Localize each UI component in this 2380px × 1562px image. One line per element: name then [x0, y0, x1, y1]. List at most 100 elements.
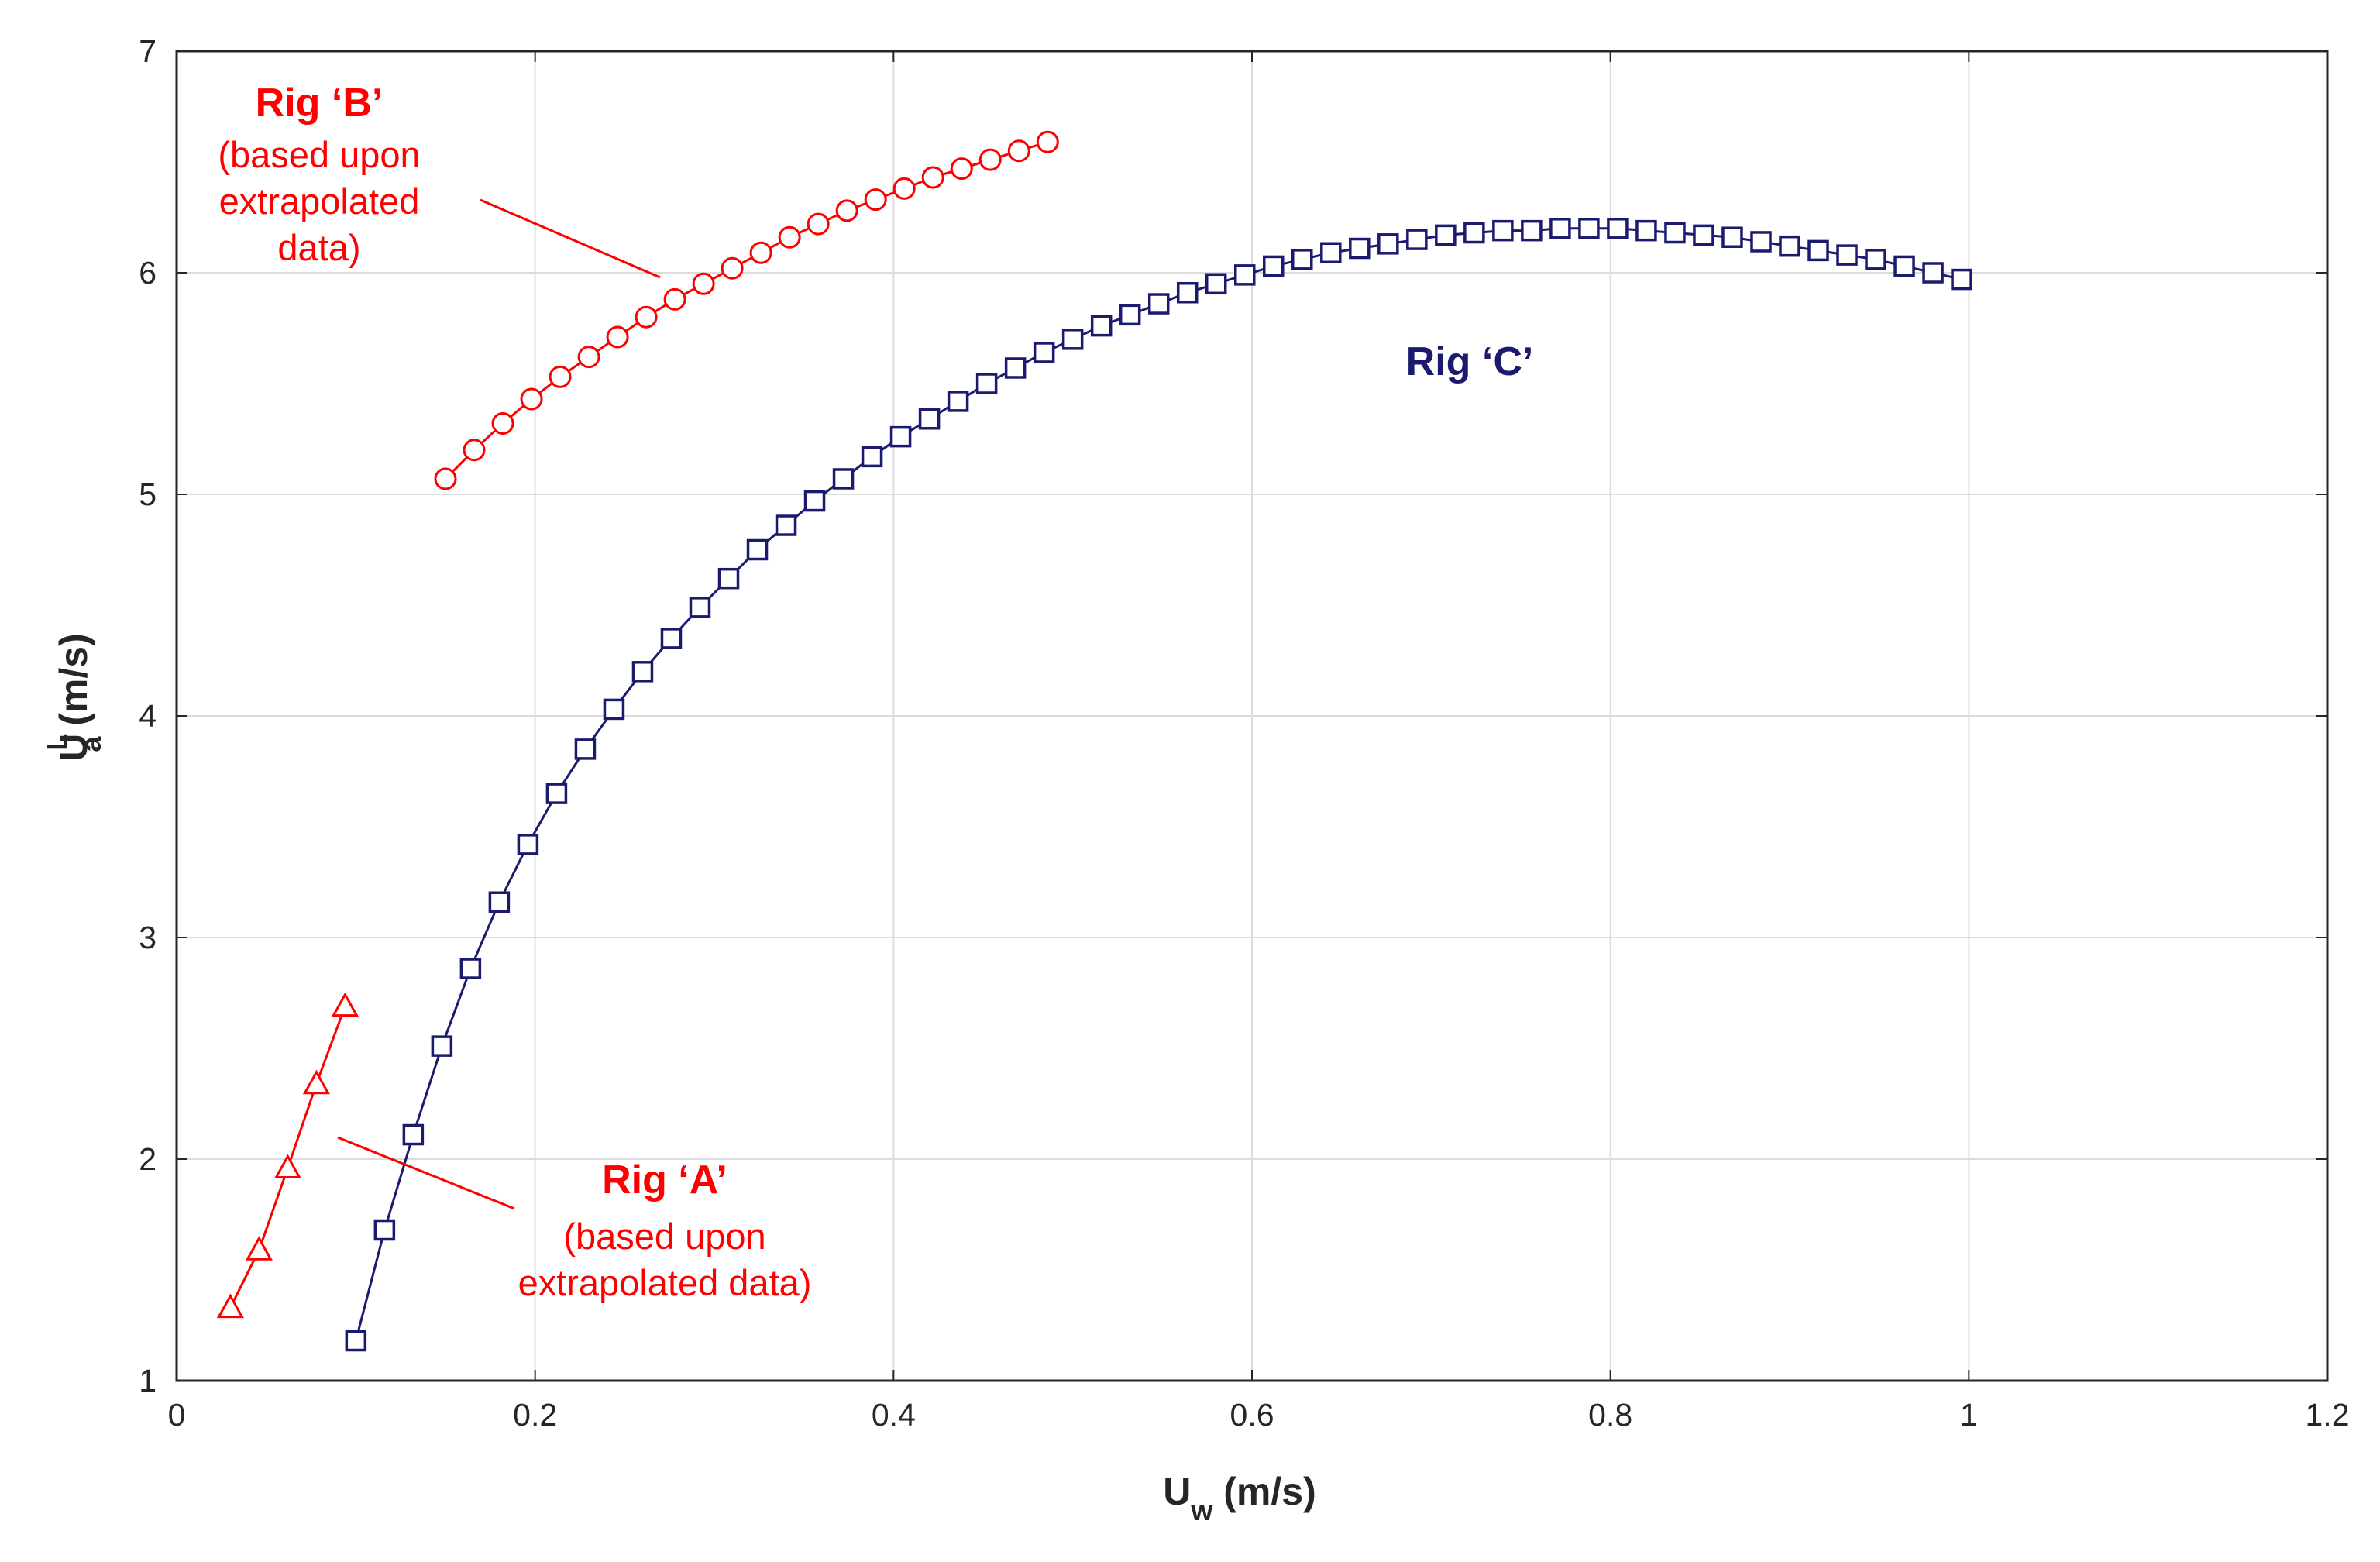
rig-c-point [1865, 249, 1886, 270]
y-axis-label-sup: L [41, 734, 73, 751]
rig-a-point [302, 1069, 330, 1095]
rig-c-point [717, 567, 740, 590]
rig-c-point [1750, 231, 1772, 253]
x-tick-label: 0.6 [1230, 1397, 1274, 1433]
rig-b-title: Rig ‘B’ [256, 81, 383, 126]
rig-c-point [861, 446, 883, 468]
rig-b-point [950, 157, 973, 181]
rig-c-point [1635, 219, 1657, 242]
rig-c-point [1233, 264, 1256, 286]
rig-b-line-3: data) [277, 227, 360, 268]
x-axis-label-unit: (m/s) [1212, 1470, 1316, 1513]
rig-c-point [488, 891, 511, 913]
y-tick-label: 3 [139, 920, 156, 955]
rig-c-point [1004, 357, 1027, 379]
rig-c-point [459, 958, 482, 979]
rig-c-point [1205, 273, 1227, 295]
y-axis-label-sub: a [75, 736, 107, 752]
rig-c-point [1807, 239, 1829, 262]
rig-c-point [431, 1035, 453, 1057]
rig-c-point [1521, 219, 1543, 242]
rig-c-point [603, 698, 625, 721]
rig-c-point [889, 425, 912, 448]
rig-c-point [1893, 255, 1915, 277]
series-rig-a [216, 992, 359, 1319]
x-axis-label-sub: w [1190, 1495, 1213, 1526]
rig-c-point [545, 783, 568, 804]
annotation-rig-c: Rig ‘C’ [1406, 339, 1534, 384]
rig-b-point [577, 346, 600, 369]
rig-b-point [520, 387, 543, 411]
rig-c-point [1922, 262, 1944, 284]
rig-c-point [1607, 218, 1629, 239]
rig-c-point [1090, 315, 1113, 337]
rig-a-line-2: extrapolated data) [518, 1262, 812, 1303]
data-series [216, 130, 1972, 1352]
x-tick-label: 0.4 [872, 1397, 916, 1433]
rig-c-point [947, 390, 969, 412]
rig-a-point [216, 1293, 244, 1319]
rig-c-point [689, 597, 711, 618]
rig-c-point [345, 1330, 367, 1352]
rig-c-point [1779, 235, 1800, 257]
rig-c-point [803, 490, 826, 512]
rig-b-point [663, 287, 686, 311]
rig-b-point [1036, 130, 1059, 153]
rig-b-point [892, 177, 916, 200]
rig-a-line-1: (based upon [563, 1216, 765, 1257]
rig-c-line [354, 227, 1962, 1341]
series-rig-b [434, 130, 1059, 490]
y-tick-label: 1 [139, 1363, 156, 1399]
rig-b-point [778, 225, 801, 249]
rig-c-point [1463, 222, 1485, 244]
rig-c-point [1263, 255, 1285, 277]
rig-a-title: Rig ‘A’ [602, 1158, 727, 1202]
rig-c-point [1147, 293, 1170, 315]
rig-c-point [775, 514, 797, 536]
rig-c-point [1693, 224, 1714, 246]
annotation-rig-b: Rig ‘B’ (based upon extrapolated data) [218, 81, 661, 279]
y-axis-label-unit: (m/s) [52, 633, 95, 736]
y-tick-label: 2 [139, 1141, 156, 1177]
rig-c-point [1951, 268, 1972, 291]
rig-c-point [574, 738, 597, 760]
rig-c-point [1435, 224, 1457, 246]
rig-c-point [1664, 222, 1686, 244]
annotation-rig-a: Rig ‘A’ (based upon extrapolated data) [337, 1136, 812, 1303]
rig-c-point [1721, 226, 1743, 248]
rig-b-leader-line [480, 198, 661, 279]
rig-c-point [746, 538, 769, 561]
x-tick-label: 0.2 [513, 1397, 557, 1433]
rig-c-point [1549, 218, 1571, 239]
rig-b-point [549, 365, 572, 388]
rig-b-point [921, 166, 944, 189]
rig-c-point [1119, 304, 1141, 326]
rig-c-title: Rig ‘C’ [1406, 339, 1534, 384]
y-tick-label: 6 [139, 255, 156, 291]
rig-c-point [1176, 281, 1199, 304]
y-axis-label-main: U [52, 734, 95, 762]
rig-b-point [835, 199, 858, 222]
rig-b-line-1: (based upon [218, 134, 420, 175]
x-tick-label: 0 [168, 1397, 186, 1433]
rig-c-point [1291, 249, 1313, 270]
rig-c-point [1406, 229, 1428, 250]
rig-b-line [444, 140, 1048, 480]
rig-c-point [832, 468, 855, 490]
rig-c-point [1377, 233, 1399, 255]
rig-c-point [631, 661, 654, 683]
rig-b-point [1007, 139, 1030, 163]
x-axis-label-main: U [1163, 1470, 1191, 1513]
rig-a-point [245, 1236, 273, 1261]
rig-c-point [1320, 242, 1342, 264]
rig-b-point [978, 148, 1002, 171]
rig-c-point [1578, 218, 1600, 239]
rig-b-point [606, 325, 629, 349]
series-rig-c [345, 218, 1972, 1352]
rig-b-point [692, 272, 715, 295]
x-tick-label: 1 [1960, 1397, 1978, 1433]
x-axis-label: Uw (m/s) [1163, 1470, 1316, 1526]
rig-c-point [975, 373, 998, 394]
rig-c-point [1836, 244, 1858, 266]
